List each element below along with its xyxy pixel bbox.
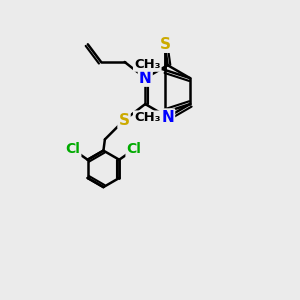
Text: O: O xyxy=(158,37,171,52)
Text: Cl: Cl xyxy=(65,142,80,156)
Text: CH₃: CH₃ xyxy=(134,58,160,71)
Text: N: N xyxy=(161,110,174,124)
Text: S: S xyxy=(160,37,171,52)
Text: CH₃: CH₃ xyxy=(134,112,160,124)
Text: N: N xyxy=(139,71,152,86)
Text: Cl: Cl xyxy=(127,142,141,156)
Text: S: S xyxy=(118,113,130,128)
